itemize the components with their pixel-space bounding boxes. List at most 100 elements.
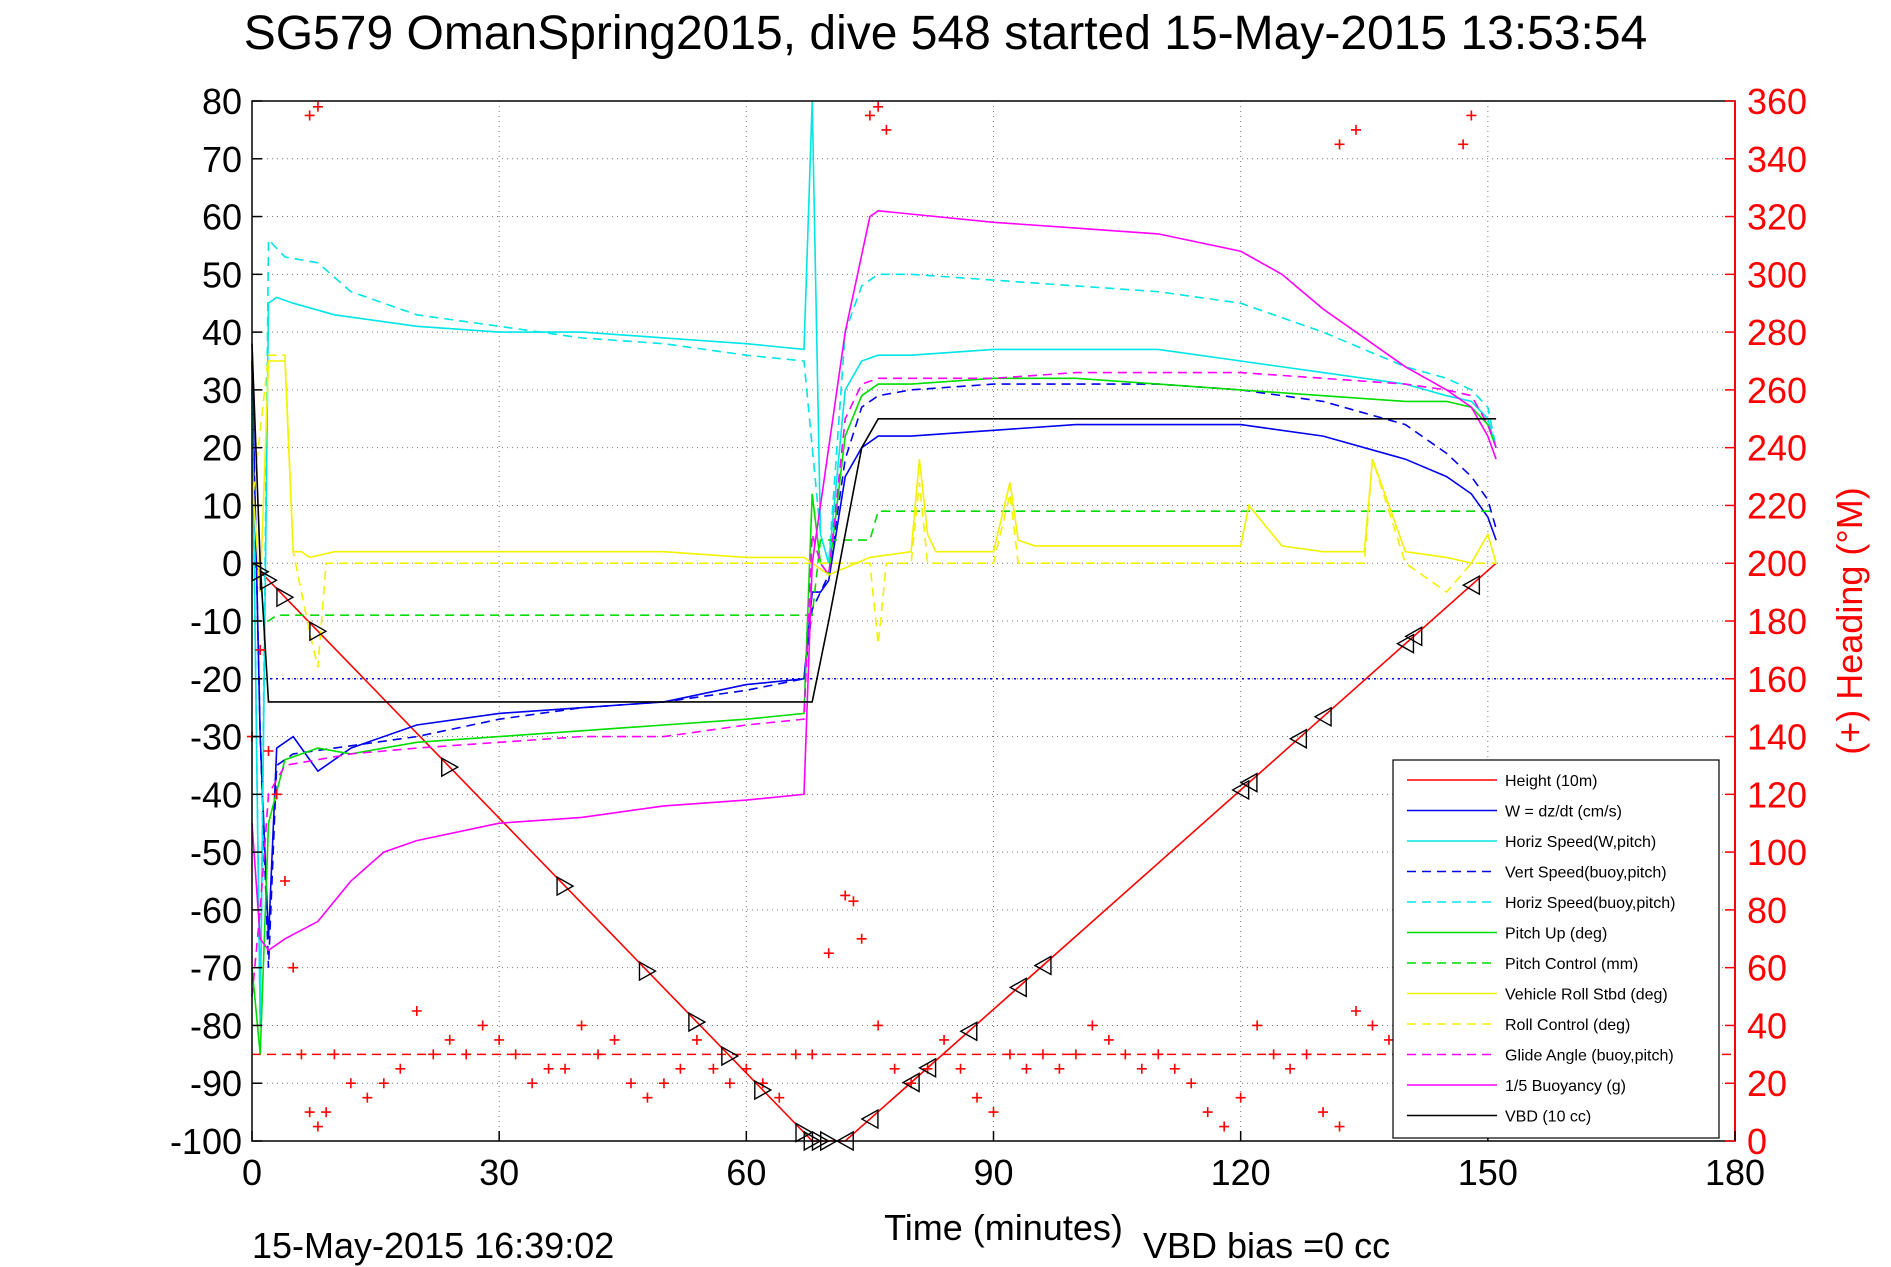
- y-tick-label: 10: [202, 485, 242, 526]
- heading-point: [362, 1092, 373, 1103]
- footer-vbd-bias: VBD bias =0 cc: [1143, 1225, 1391, 1266]
- y-tick-label: -50: [190, 832, 242, 873]
- heading-point: [724, 1078, 735, 1089]
- heading-point: [708, 1063, 719, 1074]
- series-line: [251, 100, 1497, 1026]
- heading-point: [1186, 1078, 1197, 1089]
- legend-entry: Glide Angle (buoy,pitch): [1505, 1048, 1674, 1065]
- heading-point: [288, 962, 299, 973]
- heading-point: [444, 1034, 455, 1045]
- right-tick-label: 280: [1747, 312, 1807, 353]
- heading-point: [321, 1107, 332, 1118]
- heading-point: [1301, 1049, 1312, 1060]
- waypoint-marker: [860, 1108, 879, 1130]
- right-tick-label: 60: [1747, 948, 1787, 989]
- heading-point: [691, 1034, 702, 1045]
- right-tick-label: 360: [1747, 81, 1807, 122]
- right-tick-label: 0: [1747, 1121, 1767, 1162]
- legend: Height (10m) W = dz/dt (cm/s) Horiz Speed(…: [1392, 759, 1720, 1139]
- right-y-axis-label: (+) Heading (°M): [1829, 487, 1870, 754]
- heading-point: [312, 101, 323, 112]
- heading-point: [807, 1049, 818, 1060]
- legend-entry: Roll Control (deg): [1505, 1017, 1630, 1034]
- waypoint-marker: [959, 1021, 978, 1042]
- heading-point: [1070, 1049, 1081, 1060]
- heading-point: [1136, 1063, 1147, 1074]
- legend-entry: Vert Speed(buoy,pitch): [1505, 865, 1667, 882]
- heading-point: [972, 1092, 983, 1103]
- legend-entry: Vehicle Roll Stbd (deg): [1505, 987, 1668, 1004]
- waypoint-marker: [1239, 772, 1258, 793]
- heading-point: [675, 1063, 686, 1074]
- waypoint-marker: [1313, 706, 1332, 728]
- y-tick-label: 50: [202, 254, 242, 295]
- legend-entry: Horiz Speed(buoy,pitch): [1505, 895, 1675, 912]
- heading-point: [1334, 1121, 1345, 1132]
- waypoint-marker: [688, 1011, 707, 1033]
- legend-entry: W = dz/dt (cm/s): [1505, 804, 1622, 821]
- waypoint-marker: [754, 1079, 773, 1101]
- y-tick-label: -80: [190, 1005, 242, 1046]
- heading-point: [1268, 1049, 1279, 1060]
- heading-point: [823, 948, 834, 959]
- heading-point: [955, 1063, 966, 1074]
- heading-point: [1219, 1121, 1230, 1132]
- heading-point: [329, 1049, 340, 1060]
- heading-point: [1235, 1092, 1246, 1103]
- heading-point: [642, 1092, 653, 1103]
- series-line: [251, 354, 1497, 668]
- waypoint-marker: [1231, 779, 1250, 801]
- heading-point: [988, 1107, 999, 1118]
- waypoint-marker: [441, 756, 460, 778]
- heading-point: [658, 1078, 669, 1089]
- heading-point: [609, 1034, 620, 1045]
- heading-point: [774, 1092, 785, 1103]
- heading-point: [1021, 1063, 1032, 1074]
- legend-entry: Pitch Control (mm): [1505, 956, 1638, 973]
- heading-point: [1120, 1049, 1131, 1060]
- legend-entry: VBD (10 cc): [1505, 1109, 1591, 1126]
- y-tick-label: 60: [202, 197, 242, 238]
- right-tick-label: 240: [1747, 428, 1807, 469]
- right-tick-label: 140: [1747, 717, 1807, 758]
- right-tick-label: 80: [1747, 890, 1787, 931]
- heading-point: [411, 1006, 422, 1016]
- legend-box: [1392, 759, 1720, 1139]
- x-tick-label: 90: [973, 1152, 1013, 1193]
- heading-point: [279, 876, 290, 886]
- waypoint-marker: [1008, 977, 1027, 998]
- heading-point: [1169, 1063, 1180, 1074]
- heading-point: [304, 110, 315, 121]
- y-tick-label: -10: [190, 601, 242, 642]
- y-tick-label: -60: [190, 890, 242, 931]
- heading-point: [345, 1078, 356, 1089]
- heading-point: [864, 110, 875, 121]
- heading-point: [1252, 1020, 1263, 1031]
- waypoint-marker: [918, 1057, 937, 1079]
- right-tick-label: 40: [1747, 1005, 1787, 1046]
- heading-point: [1334, 139, 1345, 150]
- heading-point: [395, 1063, 406, 1074]
- heading-point: [304, 1107, 315, 1118]
- right-tick-label: 20: [1747, 1063, 1787, 1104]
- waypoint-marker: [1396, 633, 1415, 654]
- x-tick-label: 0: [242, 1152, 262, 1193]
- waypoint-marker: [901, 1072, 920, 1093]
- heading-markers: [247, 101, 1502, 1132]
- y-tick-label: -40: [190, 774, 242, 815]
- y-tick-label: -100: [170, 1121, 242, 1162]
- heading-point: [741, 1063, 752, 1074]
- right-tick-label: 260: [1747, 370, 1807, 411]
- heading-point: [543, 1063, 554, 1074]
- heading-point: [461, 1049, 472, 1060]
- heading-point: [881, 124, 892, 135]
- heading-point: [889, 1063, 900, 1074]
- x-tick-label: 120: [1211, 1152, 1271, 1193]
- heading-point: [494, 1034, 505, 1045]
- heading-point: [271, 789, 282, 800]
- heading-point: [593, 1049, 604, 1060]
- series-line: [251, 209, 1497, 952]
- legend-entry: Horiz Speed(W,pitch): [1505, 834, 1656, 851]
- heading-point: [428, 1049, 439, 1060]
